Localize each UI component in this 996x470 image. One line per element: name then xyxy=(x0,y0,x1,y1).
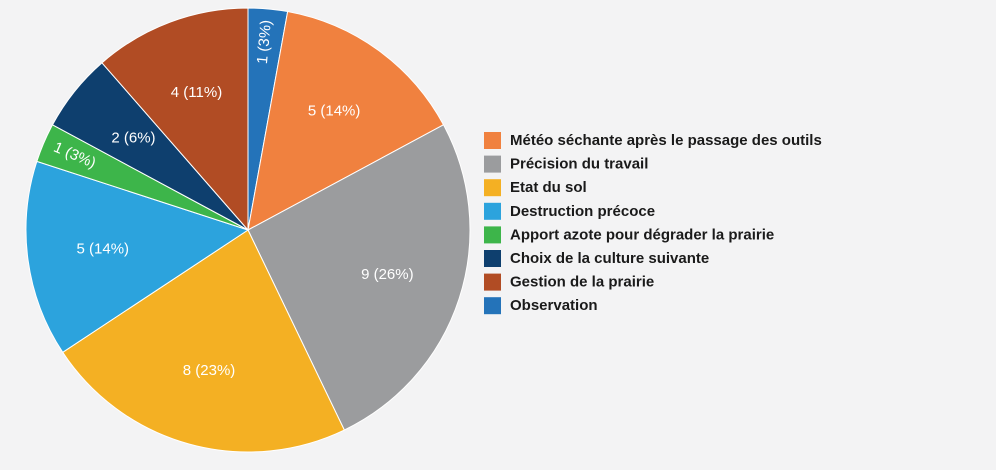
legend-swatch xyxy=(484,297,501,315)
legend-label: Observation xyxy=(510,297,598,314)
slice-label: 2 (6%) xyxy=(111,130,155,147)
legend-label: Gestion de la prairie xyxy=(510,274,654,291)
legend-label: Etat du sol xyxy=(510,179,587,196)
slice-label: 4 (11%) xyxy=(171,84,222,101)
legend-swatch xyxy=(484,202,501,220)
legend-swatch xyxy=(484,132,501,149)
pie-slice xyxy=(25,160,250,353)
pie-slice xyxy=(62,229,345,453)
legend-label: Destruction précoce xyxy=(510,203,655,220)
legend-label: Apport azote pour dégrader la prairie xyxy=(510,226,774,243)
pie-slice xyxy=(247,124,471,431)
slice-label: 9 (26%) xyxy=(361,266,414,283)
legend-swatch xyxy=(484,179,501,197)
pie-slice xyxy=(247,10,445,231)
slice-label: 8 (23%) xyxy=(183,362,236,379)
legend-swatch xyxy=(484,155,501,173)
legend-swatch xyxy=(484,250,501,267)
slice-label: 5 (14%) xyxy=(77,241,130,258)
slice-label: 5 (14%) xyxy=(308,102,361,119)
legend-swatch xyxy=(484,273,501,291)
pie-slice xyxy=(101,7,249,232)
legend-label: Météo séchante après le passage des outi… xyxy=(510,132,822,149)
legend-label: Choix de la culture suivante xyxy=(510,250,709,267)
legend-label: Précision du travail xyxy=(510,156,648,173)
slice-label: 1 (3%) xyxy=(254,19,275,65)
legend-swatch xyxy=(484,226,501,244)
